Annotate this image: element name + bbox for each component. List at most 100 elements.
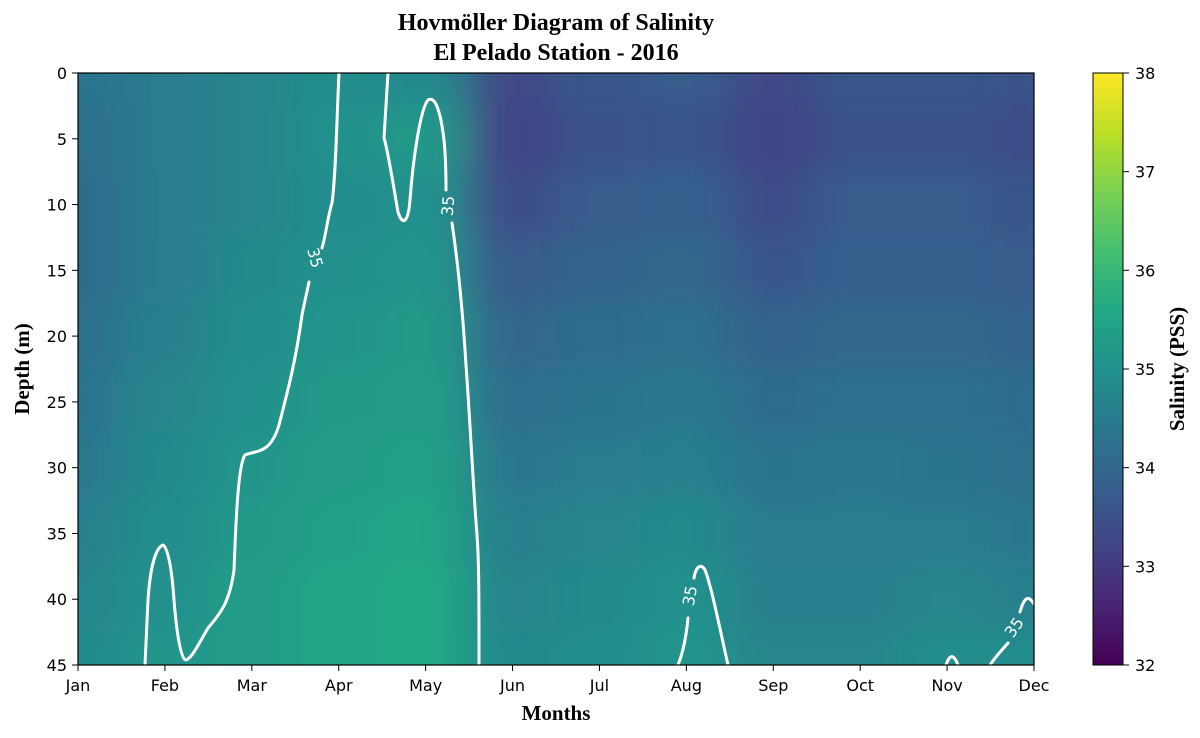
heatmap-cell (207, 565, 297, 634)
y-tick-label: 0 (57, 64, 67, 83)
heatmap-cell (120, 302, 210, 370)
heatmap-cell (468, 73, 557, 107)
heatmap-cell (294, 104, 384, 173)
heatmap-cell (294, 302, 384, 370)
y-tick-label: 15 (47, 261, 67, 280)
heatmap-cell (555, 170, 644, 239)
heatmap-cell (641, 236, 731, 305)
heatmap-cell (641, 302, 731, 370)
heatmap-cell (78, 631, 123, 665)
heatmap-cell (902, 302, 992, 370)
colorbar-tick-label: 35 (1135, 360, 1155, 379)
heatmap-cell (468, 104, 557, 173)
heatmap-cell (207, 499, 297, 568)
x-tick-label: May (409, 676, 442, 695)
heatmap-cell (555, 104, 644, 173)
heatmap-cell (728, 433, 818, 502)
heatmap-cell (902, 368, 992, 436)
heatmap-cell (815, 565, 905, 634)
heatmap-cell (815, 73, 905, 107)
contour-line (692, 564, 730, 665)
heatmap-cell (728, 499, 818, 568)
chart-subtitle: El Pelado Station - 2016 (433, 40, 678, 66)
heatmap-cell (728, 236, 818, 305)
heatmap-cell (294, 565, 384, 634)
colorbar-tick-label: 34 (1135, 459, 1155, 478)
heatmap-cell (120, 236, 210, 305)
heatmap-cell (468, 565, 557, 634)
heatmap-cell (555, 565, 644, 634)
heatmap-cell (120, 368, 210, 436)
colorbar-tick-label: 37 (1135, 163, 1155, 182)
heatmap-cell (120, 170, 210, 239)
contour-label: 35 (303, 245, 327, 270)
colorbar-tick-label: 32 (1135, 656, 1155, 675)
heatmap-cell (815, 236, 905, 305)
heatmap-cell (294, 499, 384, 568)
heatmap-cell (555, 499, 644, 568)
x-tick-label: Jul (589, 676, 609, 695)
heatmap-cell (728, 565, 818, 634)
heatmap-cell (120, 565, 210, 634)
heatmap-cell (989, 170, 1034, 239)
y-axis: 0 5 10 15 20 25 30 35 40 45 (47, 64, 78, 675)
heatmap-cell (815, 631, 905, 665)
heatmap-cell (728, 368, 818, 436)
heatmap-cell (468, 302, 557, 370)
heatmap-cell (294, 368, 384, 436)
heatmap-cell (207, 236, 297, 305)
heatmap-cell (294, 433, 384, 502)
heatmap-cell (728, 302, 818, 370)
contour-line (944, 655, 960, 665)
heatmap-cell (468, 433, 557, 502)
heatmap-cell (207, 631, 297, 665)
heatmap-cell (989, 631, 1034, 665)
contour-line (1018, 597, 1034, 614)
heatmap-cell (468, 170, 557, 239)
contour-label: 35 (679, 584, 701, 607)
y-tick-label: 25 (47, 393, 67, 412)
heatmap-cell (728, 104, 818, 173)
colorbar-label: Salinity (PSS) (1165, 307, 1189, 431)
heatmap-cell (294, 170, 384, 239)
heatmap-cell (120, 104, 210, 173)
contour-35 (143, 73, 1034, 665)
x-tick-label: Sep (758, 676, 788, 695)
contour-label: 35 (438, 195, 459, 217)
x-tick-label: Jun (499, 676, 525, 695)
contour-line (143, 280, 311, 665)
colorbar-tick-label: 33 (1135, 557, 1155, 576)
heatmap-cell (207, 104, 297, 173)
heatmap-cell (641, 499, 731, 568)
heatmap-cell (468, 368, 557, 436)
heatmap-cell (207, 302, 297, 370)
heatmap-cell (120, 631, 210, 665)
heatmap-cell (728, 73, 818, 107)
heatmap-cells (78, 73, 1034, 665)
heatmap-cell (815, 104, 905, 173)
contour-line (676, 616, 690, 665)
heatmap-cell (902, 499, 992, 568)
heatmap-area (78, 73, 1034, 665)
colorbar-tick-label: 36 (1135, 261, 1155, 280)
heatmap-cell (207, 368, 297, 436)
heatmap-cell (294, 236, 384, 305)
heatmap-cell (207, 73, 297, 107)
heatmap-cell (381, 631, 471, 665)
x-tick-label: Jan (65, 676, 91, 695)
y-tick-label: 10 (47, 196, 67, 215)
heatmap-cell (641, 73, 731, 107)
heatmap-cell (78, 368, 123, 436)
x-tick-label: Dec (1019, 676, 1050, 695)
y-tick-label: 30 (47, 459, 67, 478)
x-tick-label: Apr (325, 676, 353, 695)
heatmap-cell (381, 368, 471, 436)
heatmap-cell (381, 433, 471, 502)
heatmap-cell (902, 170, 992, 239)
heatmap-cell (555, 631, 644, 665)
heatmap-cell (641, 368, 731, 436)
heatmap-cell (989, 302, 1034, 370)
y-tick-label: 35 (47, 524, 67, 543)
heatmap-cell (641, 104, 731, 173)
